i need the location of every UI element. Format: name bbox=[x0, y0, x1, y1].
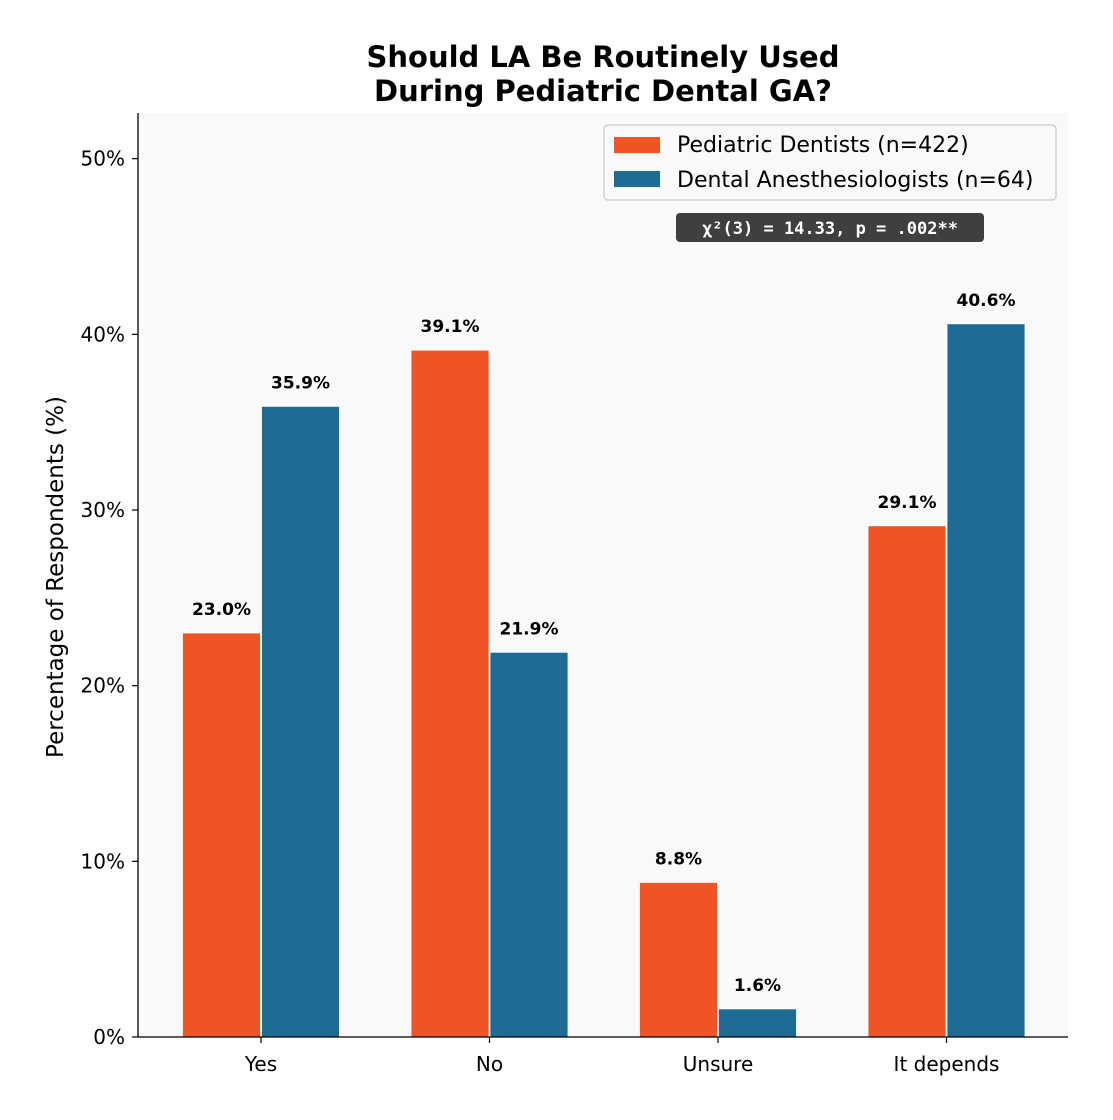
bar-dental-anesthesiologists-unsure bbox=[718, 1008, 797, 1038]
y-tick-label: 50% bbox=[81, 147, 125, 171]
bar-value-label: 23.0% bbox=[192, 600, 251, 620]
bar-labels-group: 23.0% 35.9% 39.1% 21.9% 8.8% 1.6% 29.1% 40.6% bbox=[192, 291, 1015, 996]
bar-value-label: 35.9% bbox=[271, 373, 330, 393]
y-tick-label: 20% bbox=[81, 674, 125, 698]
legend-swatch-pediatric-dentists bbox=[614, 137, 660, 153]
legend-frame bbox=[603, 124, 1057, 201]
x-tick-label-yes: Yes bbox=[244, 1052, 277, 1076]
y-tick-label: 0% bbox=[93, 1025, 125, 1049]
bar-pediatric-dentists-yes bbox=[182, 632, 261, 1038]
bar-value-label: 39.1% bbox=[421, 317, 480, 337]
y-tick-label: 40% bbox=[81, 322, 125, 346]
statistic-annotation: χ²(3) = 14.33, p = .002** bbox=[676, 213, 984, 242]
y-ticks-group: 0% 10% 20% 30% 40% 50% bbox=[81, 147, 138, 1049]
chart-title-line-1: Should LA Be Routinely Used bbox=[367, 40, 840, 74]
bar-value-label: 8.8% bbox=[655, 849, 702, 869]
bar-dental-anesthesiologists-it-depends bbox=[946, 323, 1026, 1038]
x-tick-label-it-depends: It depends bbox=[894, 1052, 1000, 1076]
statistic-annotation-box bbox=[676, 213, 984, 242]
bar-pediatric-dentists-it-depends bbox=[867, 525, 947, 1038]
legend-label-dental-anesthesiologists: Dental Anesthesiologists (n=64) bbox=[677, 168, 1034, 193]
bar-value-label: 1.6% bbox=[734, 976, 781, 996]
bar-value-label: 29.1% bbox=[878, 493, 937, 513]
legend: Pediatric Dentists (n=422) Dental Anesth… bbox=[603, 124, 1057, 201]
statistic-annotation-text: χ²(3) = 14.33, p = .002** bbox=[702, 219, 958, 239]
y-tick-label: 10% bbox=[81, 849, 125, 873]
bar-value-label: 21.9% bbox=[500, 619, 559, 639]
y-tick-label: 30% bbox=[81, 498, 125, 522]
legend-swatch-dental-anesthesiologists bbox=[614, 171, 660, 187]
x-tick-label-no: No bbox=[476, 1052, 503, 1076]
x-ticks-group: Yes No Unsure It depends bbox=[244, 1037, 1000, 1076]
y-axis-label: Percentage of Respondents (%) bbox=[43, 396, 69, 758]
x-tick-label-unsure: Unsure bbox=[683, 1052, 754, 1076]
bars-group bbox=[182, 323, 1026, 1038]
chart-title-line-2: During Pediatric Dental GA? bbox=[374, 74, 832, 108]
bar-dental-anesthesiologists-yes bbox=[261, 405, 340, 1038]
bar-dental-anesthesiologists-no bbox=[489, 651, 569, 1038]
bar-value-label: 40.6% bbox=[957, 291, 1016, 311]
bar-pediatric-dentists-no bbox=[410, 349, 490, 1038]
legend-label-pediatric-dentists: Pediatric Dentists (n=422) bbox=[677, 133, 969, 158]
bar-pediatric-dentists-unsure bbox=[639, 882, 718, 1038]
